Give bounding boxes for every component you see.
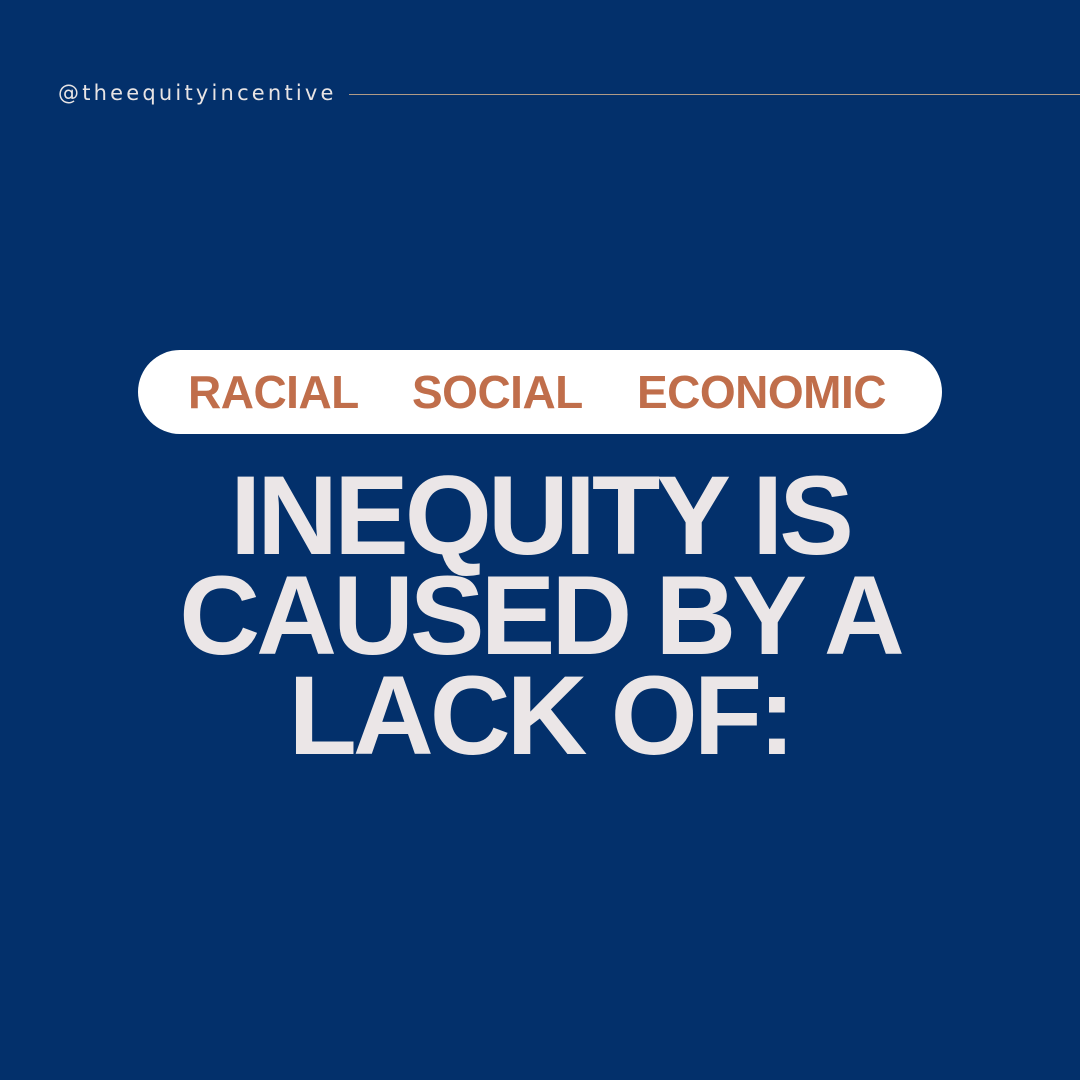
category-pill: RACIAL SOCIAL ECONOMIC bbox=[138, 350, 942, 434]
account-handle: @theequityincentive bbox=[58, 81, 337, 105]
category-social: SOCIAL bbox=[412, 366, 583, 418]
header-row: @theequityincentive bbox=[58, 78, 1080, 108]
headline-line-1: INEQUITY IS bbox=[230, 453, 854, 578]
headline-line-2: CAUSED BY A bbox=[179, 553, 904, 678]
category-racial: RACIAL bbox=[188, 366, 359, 418]
divider-line bbox=[348, 93, 1080, 95]
headline-line-3: LACK OF: bbox=[288, 653, 795, 778]
category-economic: ECONOMIC bbox=[637, 366, 887, 418]
